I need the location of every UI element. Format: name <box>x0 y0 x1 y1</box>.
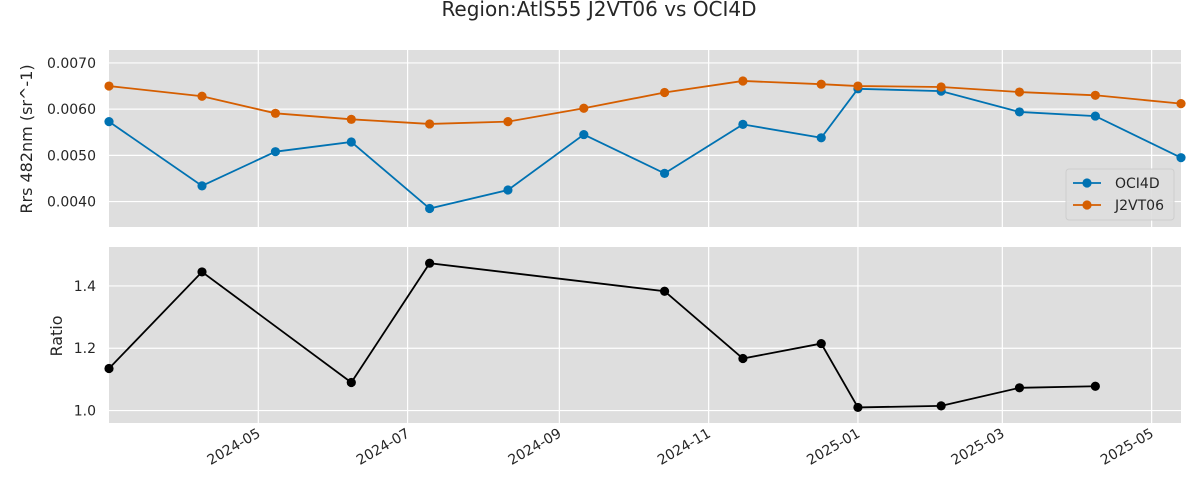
j2vt06-point <box>197 91 207 101</box>
oci4d-point <box>1014 107 1025 117</box>
x-tick-label: 2025-01 <box>804 426 863 469</box>
oci4d-point <box>270 147 281 157</box>
legend-j2-label: J2VT06 <box>1114 198 1164 214</box>
bottom-panel-background <box>109 247 1181 423</box>
j2vt06-point <box>503 117 513 127</box>
ratio-point <box>816 338 826 349</box>
x-tick-label: 2024-09 <box>506 426 565 469</box>
y-tick-label: 1.2 <box>74 341 96 357</box>
x-tick-label: 2025-05 <box>1098 426 1157 469</box>
y-tick-label: 1.0 <box>74 404 96 420</box>
oci4d-point <box>579 129 589 140</box>
y-tick-label: 0.0070 <box>47 56 96 72</box>
top-gridlines <box>109 50 1181 227</box>
j2vt06-point <box>659 87 670 98</box>
ratio-point <box>936 401 946 411</box>
ratio-point <box>104 363 114 374</box>
oci4d-point <box>816 133 826 143</box>
y-tick-label: 0.0040 <box>47 195 96 211</box>
x-ticks: 2024-05 2024-07 2024-09 2024-11 2025-01 2025-… <box>205 426 1157 469</box>
j2vt06-point <box>425 119 435 129</box>
x-tick-label: 2025-03 <box>949 426 1008 469</box>
ratio-point <box>853 402 863 413</box>
j2vt06-point <box>1090 90 1100 100</box>
ratio-point <box>197 267 207 277</box>
ratio-point <box>1090 381 1100 391</box>
ratio-point <box>425 258 435 268</box>
bottom-gridlines <box>109 247 1181 423</box>
y-tick-label: 0.0050 <box>47 148 96 164</box>
x-tick-label: 2024-05 <box>205 426 264 469</box>
j2vt06-point <box>579 103 589 113</box>
bottom-y-ticks: 1.0 1.2 1.4 <box>74 279 96 420</box>
j2vt06-point <box>738 76 748 86</box>
chart-title: Region:AtlS55 J2VT06 vs OCI4D <box>441 0 756 21</box>
legend-box <box>1065 168 1175 221</box>
j2vt06-point <box>936 82 946 92</box>
ratio-point <box>738 353 748 364</box>
oci4d-point <box>1090 111 1100 121</box>
j2vt06-point <box>853 81 863 91</box>
legend-oci-label: OCI4D <box>1115 176 1160 192</box>
legend: OCI4D J2VT06 <box>1065 168 1175 221</box>
oci4d-point <box>1176 153 1186 163</box>
oci4d-point <box>659 168 670 178</box>
legend-oci-marker <box>1082 178 1092 188</box>
top-y-axis-label: Rrs 482nm (sr^-1) <box>17 64 36 213</box>
top-y-ticks: 0.0040 0.0050 0.0060 0.0070 <box>47 56 96 211</box>
ratio-point <box>1014 383 1025 393</box>
x-tick-label: 2024-07 <box>354 426 413 469</box>
j2vt06-point <box>1014 87 1025 97</box>
x-tick-label: 2024-11 <box>655 426 714 469</box>
top-series <box>104 76 1186 214</box>
top-panel: 0.0040 0.0050 0.0060 0.0070 Rrs 482nm (sr^-… <box>17 50 1186 227</box>
bottom-y-axis-label: Ratio <box>47 315 66 356</box>
legend-j2-marker <box>1082 200 1092 210</box>
ratio-point <box>346 377 356 388</box>
oci4d-point <box>346 137 356 147</box>
j2vt06-point <box>1176 99 1186 109</box>
y-tick-label: 1.4 <box>74 279 96 295</box>
top-panel-background <box>109 50 1181 227</box>
j2vt06-point <box>270 108 281 118</box>
ratio-point <box>659 286 670 296</box>
bottom-panel: 1.0 1.2 1.4 Ratio <box>47 247 1181 423</box>
oci4d-point <box>503 185 513 195</box>
oci4d-point <box>104 117 114 127</box>
j2vt06-point <box>816 79 826 89</box>
oci4d-point <box>738 119 748 130</box>
j2vt06-point <box>104 81 114 91</box>
oci4d-point <box>425 203 435 214</box>
bottom-series <box>104 258 1100 413</box>
y-tick-label: 0.0060 <box>47 102 96 118</box>
j2vt06-point <box>346 114 356 124</box>
oci4d-point <box>197 181 207 191</box>
